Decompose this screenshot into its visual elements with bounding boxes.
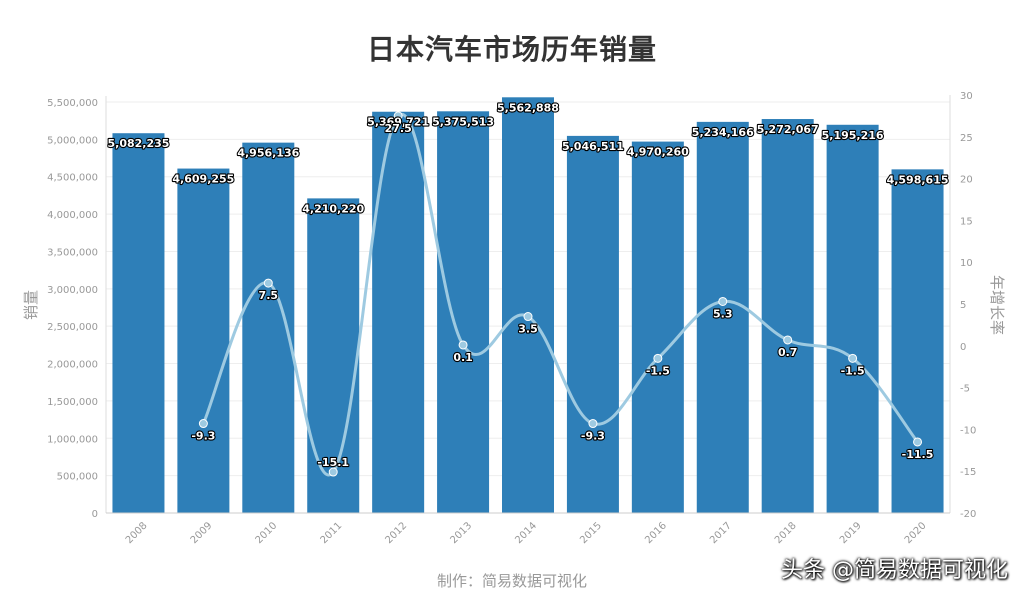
- bar-value-label: 5,562,888: [497, 101, 559, 114]
- credit-text: 制作：简易数据可视化: [436, 572, 587, 590]
- bar-value-label: 4,956,136: [237, 147, 299, 160]
- growth-value-label: -15.1: [317, 456, 349, 469]
- x-tick-label: 2011: [319, 520, 345, 546]
- growth-point: [458, 340, 468, 350]
- y2-tick-label: 0: [960, 342, 966, 353]
- y2-tick-label: -15: [960, 467, 976, 478]
- chart-title: 日本汽车市场历年销量: [366, 33, 657, 66]
- growth-value-label: 7.5: [259, 289, 279, 302]
- x-tick-label: 2015: [578, 520, 604, 546]
- bar-value-label: 5,272,067: [757, 123, 819, 136]
- x-tick-label: 2014: [513, 520, 539, 546]
- x-tick-label: 2012: [383, 520, 409, 546]
- growth-point: [523, 312, 533, 322]
- bar-value-label: 5,046,511: [562, 140, 624, 153]
- bar-series: [112, 97, 944, 514]
- y-tick-label: 4,000,000: [47, 210, 98, 221]
- bar-value-label: 5,195,216: [822, 129, 884, 142]
- y-tick-label: 3,500,000: [47, 247, 98, 258]
- growth-point: [848, 353, 858, 363]
- x-tick-label: 2013: [448, 520, 474, 546]
- growth-value-label: 0.1: [453, 351, 473, 364]
- growth-value-label: 3.5: [518, 323, 538, 336]
- y-tick-label: 4,500,000: [47, 173, 98, 184]
- growth-point: [198, 419, 208, 429]
- bar-value-label: 5,082,235: [107, 137, 169, 150]
- bar-value-label: 5,375,513: [432, 115, 494, 128]
- x-tick-label: 2018: [773, 520, 799, 546]
- bar: [437, 111, 490, 513]
- y-tick-label: 5,000,000: [47, 135, 98, 146]
- growth-value-label: 0.7: [778, 346, 798, 359]
- x-tick-label: 2008: [124, 520, 150, 546]
- x-tick-label: 2017: [708, 520, 734, 546]
- y-tick-label: 1,500,000: [47, 397, 98, 408]
- bar: [631, 141, 684, 513]
- bar-value-label: 4,609,255: [172, 173, 234, 186]
- x-tick-label: 2010: [254, 520, 280, 546]
- bar-value-label: 5,369,721: [367, 116, 429, 129]
- growth-value-label: 5.3: [713, 307, 733, 320]
- bar: [112, 133, 165, 513]
- y2-tick-label: 30: [960, 91, 973, 102]
- watermark-text: 头条 @简易数据可视化: [781, 558, 1008, 583]
- growth-value-label: -11.5: [902, 448, 934, 461]
- growth-point: [718, 296, 728, 306]
- growth-point: [328, 467, 338, 477]
- y2-tick-label: 5: [960, 300, 966, 311]
- y-tick-label: 0: [92, 509, 98, 520]
- bar-value-label: 4,210,220: [302, 202, 364, 215]
- x-tick-label: 2009: [189, 520, 215, 546]
- y-tick-label: 3,000,000: [47, 285, 98, 296]
- bar-value-label: 4,970,260: [627, 146, 689, 159]
- growth-value-label: 27.5: [385, 122, 412, 135]
- y-axis-title: 销量: [22, 290, 40, 320]
- y2-tick-label: 10: [960, 258, 973, 269]
- growth-value-label: -9.3: [581, 430, 605, 443]
- bar: [891, 169, 944, 514]
- growth-line: [202, 112, 919, 477]
- x-tick-label: 2019: [838, 520, 864, 546]
- bar: [826, 124, 879, 513]
- growth-point: [263, 278, 273, 288]
- y2-axis-title: 年增长率: [988, 275, 1006, 335]
- y2-tick-label: -10: [960, 425, 976, 436]
- growth-point: [588, 419, 598, 429]
- y-tick-label: 1,000,000: [47, 434, 98, 445]
- bar-value-label: 5,234,166: [692, 126, 754, 139]
- x-tick-label: 2016: [643, 520, 669, 546]
- growth-point: [393, 111, 403, 121]
- growth-line-series: [198, 111, 923, 477]
- growth-value-label: -1.5: [841, 364, 865, 377]
- y2-tick-label: -5: [960, 384, 970, 395]
- bar: [307, 198, 360, 513]
- y-tick-label: 5,500,000: [47, 98, 98, 109]
- bar-value-label: 4,598,615: [887, 173, 949, 186]
- y2-tick-label: 20: [960, 175, 973, 186]
- x-tick-label: 2020: [903, 520, 929, 546]
- y2-tick-label: -20: [960, 509, 976, 520]
- bar: [566, 135, 619, 513]
- bar: [372, 111, 425, 513]
- growth-point: [913, 437, 923, 447]
- growth-point: [783, 335, 793, 345]
- bar: [696, 121, 749, 513]
- bar: [502, 97, 554, 514]
- y2-tick-label: 15: [960, 216, 973, 227]
- bar: [761, 119, 814, 514]
- growth-value-label: -1.5: [646, 364, 670, 377]
- y-tick-label: 500,000: [57, 472, 98, 483]
- y2-tick-label: 25: [960, 133, 973, 144]
- growth-value-label: -9.3: [191, 430, 215, 443]
- bar: [177, 168, 230, 514]
- y-tick-label: 2,000,000: [47, 360, 98, 371]
- growth-point: [653, 353, 663, 363]
- y-tick-label: 2,500,000: [47, 322, 98, 333]
